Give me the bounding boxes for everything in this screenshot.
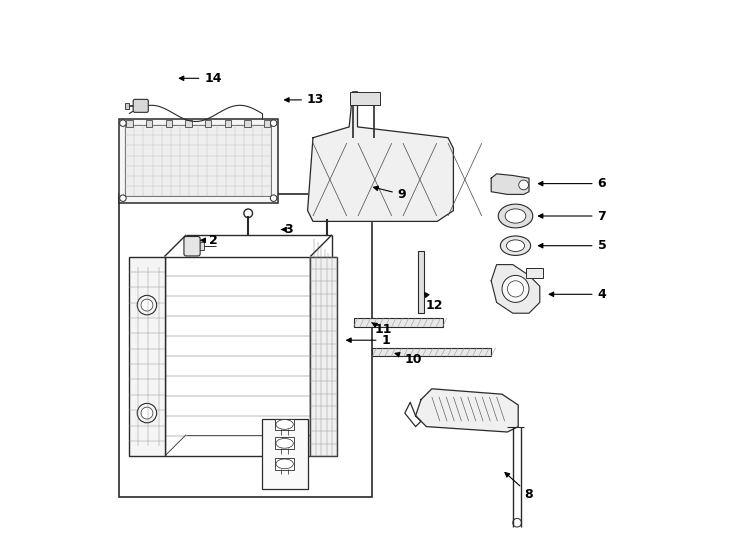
Text: 2: 2 [201, 234, 217, 247]
Text: 3: 3 [281, 223, 293, 236]
Ellipse shape [276, 420, 294, 429]
Bar [262, 418, 308, 489]
Bar [275, 437, 294, 449]
Text: 1: 1 [346, 334, 390, 347]
Circle shape [137, 295, 156, 315]
Bar [205, 120, 211, 127]
Bar [526, 268, 542, 278]
Bar [126, 120, 133, 127]
Polygon shape [308, 92, 454, 221]
Text: 9: 9 [374, 186, 407, 201]
Circle shape [270, 120, 277, 126]
Bar [119, 119, 278, 202]
Bar [198, 242, 205, 250]
FancyBboxPatch shape [133, 99, 148, 112]
Ellipse shape [501, 236, 531, 255]
Circle shape [141, 407, 153, 419]
Ellipse shape [505, 209, 526, 223]
Polygon shape [491, 265, 539, 313]
Bar [350, 92, 379, 105]
Circle shape [507, 281, 523, 297]
Text: 8: 8 [505, 472, 534, 501]
Bar [372, 348, 491, 356]
Text: 6: 6 [539, 177, 606, 190]
Bar [164, 256, 310, 456]
FancyBboxPatch shape [184, 237, 200, 256]
Bar [225, 120, 231, 127]
Bar [275, 418, 294, 430]
Bar [146, 120, 153, 127]
Circle shape [141, 299, 153, 311]
Ellipse shape [276, 438, 294, 448]
Text: 12: 12 [424, 293, 443, 312]
Bar [185, 120, 192, 127]
Circle shape [519, 180, 528, 190]
Circle shape [120, 120, 126, 126]
Text: 7: 7 [539, 210, 606, 222]
Bar [119, 194, 372, 497]
Ellipse shape [276, 459, 294, 469]
Bar [275, 458, 294, 470]
Ellipse shape [498, 204, 533, 228]
Text: 5: 5 [539, 239, 606, 252]
Text: 10: 10 [395, 353, 421, 366]
Text: 14: 14 [179, 72, 222, 85]
Text: 4: 4 [549, 288, 606, 301]
Bar [244, 120, 251, 127]
Bar [418, 251, 424, 313]
Bar [310, 256, 338, 456]
Polygon shape [415, 389, 518, 432]
Circle shape [137, 403, 156, 423]
Bar [125, 103, 129, 109]
Bar [165, 120, 172, 127]
Bar [125, 125, 272, 196]
Polygon shape [491, 174, 529, 194]
Text: 13: 13 [285, 93, 324, 106]
Circle shape [270, 195, 277, 201]
Circle shape [120, 195, 126, 201]
Text: 11: 11 [371, 322, 392, 336]
Ellipse shape [506, 240, 525, 252]
Bar [354, 318, 443, 327]
Bar [129, 256, 164, 456]
Bar [264, 120, 270, 127]
Circle shape [502, 275, 529, 302]
